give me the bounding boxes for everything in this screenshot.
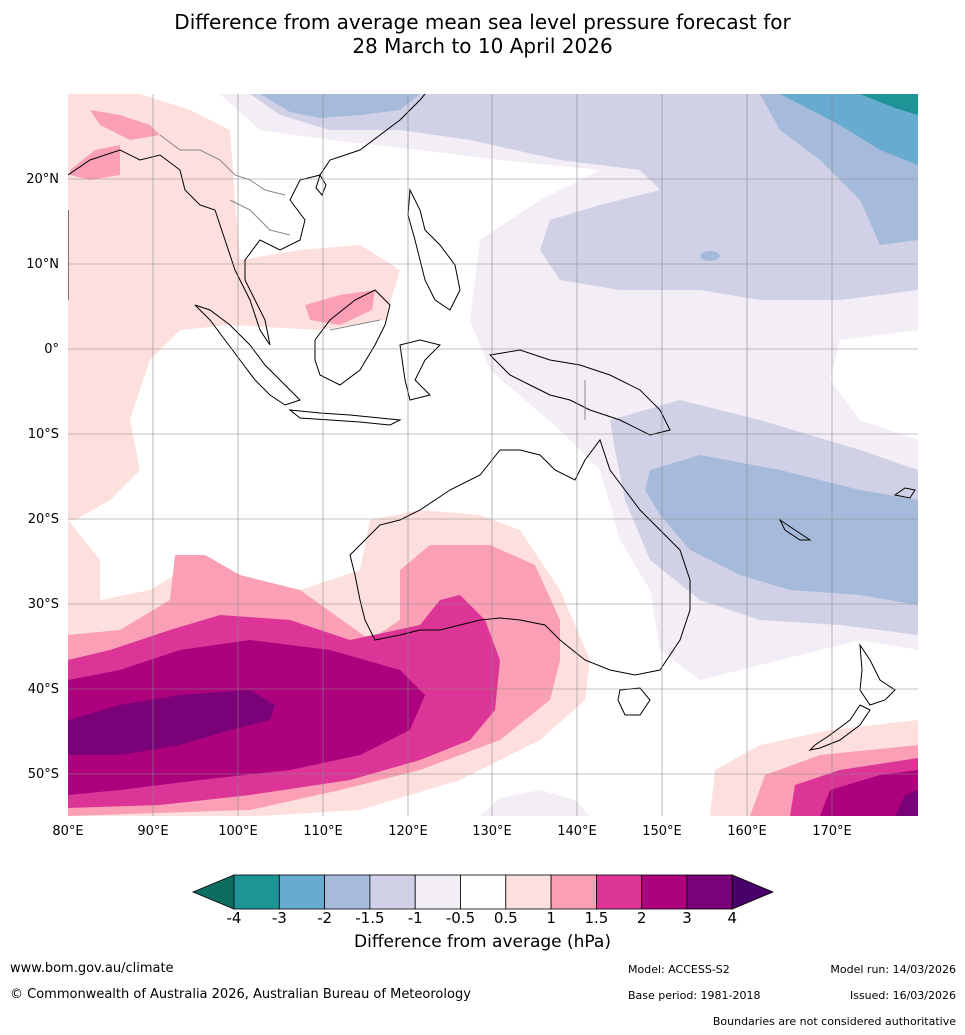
footer-url: www.bom.gov.au/climate <box>10 961 174 976</box>
colorbar-bin <box>369 874 416 910</box>
footer-model: Model: ACCESS-S2 <box>628 963 730 976</box>
colorbar-bin <box>505 874 552 910</box>
coast-borneo <box>314 289 391 386</box>
colorbar-bin <box>686 874 733 910</box>
coast-new-guinea <box>488 349 671 436</box>
colorbar-tick: 1 <box>546 909 556 927</box>
anomaly-contour-pos-2 <box>68 640 918 816</box>
lon-label-90e: 90°E <box>137 824 168 839</box>
coast-new-zealand-south <box>808 704 871 751</box>
coast-new-zealand-north <box>859 643 896 706</box>
anomaly-contour-neg-15 <box>260 94 918 605</box>
footer-base-period: Base period: 1981-2018 <box>628 989 761 1002</box>
colorbar-bin <box>596 874 643 910</box>
colorbar-tick: 1.5 <box>584 909 608 927</box>
chart-title: Difference from average mean sea level p… <box>0 10 965 58</box>
lon-label-170e: 170°E <box>812 824 852 839</box>
anomaly-spot-neg <box>700 251 720 261</box>
lat-label-0: 0° <box>44 342 59 357</box>
colorbar-bin <box>550 874 597 910</box>
title-line-1: Difference from average mean sea level p… <box>174 10 791 34</box>
colorbar-tick: 4 <box>728 909 738 927</box>
lat-label-10n: 10°N <box>26 257 59 272</box>
lon-label-140e: 140°E <box>557 824 597 839</box>
colorbar: -4 -3 -2 -1.5 -1 -0.5 0.5 1 1.5 2 3 4 <box>191 874 775 927</box>
footer-disclaimer: Boundaries are not considered authoritat… <box>712 1015 956 1028</box>
title-line-2: 28 March to 10 April 2026 <box>352 34 613 58</box>
coastlines <box>68 94 916 751</box>
lat-label-10s: 10°S <box>28 427 59 442</box>
latitude-labels: 20°N 10°N 0° 10°S 20°S 30°S 40°S 50°S <box>26 172 59 782</box>
lon-label-160e: 160°E <box>727 824 767 839</box>
colorbar-tick: -3 <box>272 909 287 927</box>
coast-australia <box>349 438 691 676</box>
colorbar-tick: -2 <box>317 909 332 927</box>
lat-label-50s: 50°S <box>28 767 59 782</box>
lat-label-30s: 30°S <box>28 597 59 612</box>
footer-model-run: Model run: 14/03/2026 <box>830 963 956 976</box>
lon-label-130e: 130°E <box>472 824 512 839</box>
colorbar-bin <box>641 874 688 910</box>
lon-label-80e: 80°E <box>52 824 83 839</box>
coast-asia-mainland <box>68 94 426 346</box>
colorbar-bin <box>414 874 461 910</box>
lon-label-100e: 100°E <box>218 824 258 839</box>
coast-sumatra <box>194 304 301 406</box>
national-borders <box>159 134 586 420</box>
coast-philippines <box>407 188 461 311</box>
colorbar-ticks: -4 -3 -2 -1.5 -1 -0.5 0.5 1 1.5 2 3 4 <box>227 909 738 927</box>
footer-copyright: © Commonwealth of Australia 2026, Austra… <box>10 987 471 1002</box>
coast-fiji <box>893 487 916 499</box>
colorbar-extend-high <box>731 874 775 910</box>
colorbar-bin <box>233 874 280 910</box>
lon-label-120e: 120°E <box>388 824 428 839</box>
coast-taiwan <box>315 173 327 196</box>
colorbar-tick: -1.5 <box>355 909 384 927</box>
colorbar-tick: 2 <box>637 909 647 927</box>
anomaly-contour-neg-05-south <box>480 790 590 816</box>
colorbar-tick: 0.5 <box>494 909 518 927</box>
colorbar-tick: -1 <box>408 909 423 927</box>
coast-java <box>288 409 402 426</box>
map-area <box>68 94 918 816</box>
colorbar-extend-low <box>191 874 235 910</box>
footer-issued: Issued: 16/03/2026 <box>849 989 956 1002</box>
anomaly-contour-neg-2 <box>780 94 918 165</box>
lon-label-110e: 110°E <box>303 824 343 839</box>
colorbar-tick: 3 <box>682 909 692 927</box>
colorbar-tick: -0.5 <box>446 909 475 927</box>
colorbar-tick: -4 <box>227 909 242 927</box>
lon-label-150e: 150°E <box>642 824 682 839</box>
coast-tasmania <box>617 687 651 716</box>
colorbar-bin <box>278 874 325 910</box>
lat-label-20s: 20°S <box>28 512 59 527</box>
colorbar-bin <box>324 874 371 910</box>
colorbar-bin <box>460 874 507 910</box>
longitude-labels: 80°E 90°E 100°E 110°E 120°E 130°E 140°E … <box>52 824 851 839</box>
anomaly-contour-neg-3 <box>860 94 918 115</box>
graticule <box>68 94 918 816</box>
lat-label-40s: 40°S <box>28 682 59 697</box>
coast-new-caledonia <box>778 518 812 541</box>
coast-sulawesi <box>399 339 441 401</box>
colorbar-label: Difference from average (hPa) <box>354 932 611 952</box>
lat-label-20n: 20°N <box>26 172 59 187</box>
